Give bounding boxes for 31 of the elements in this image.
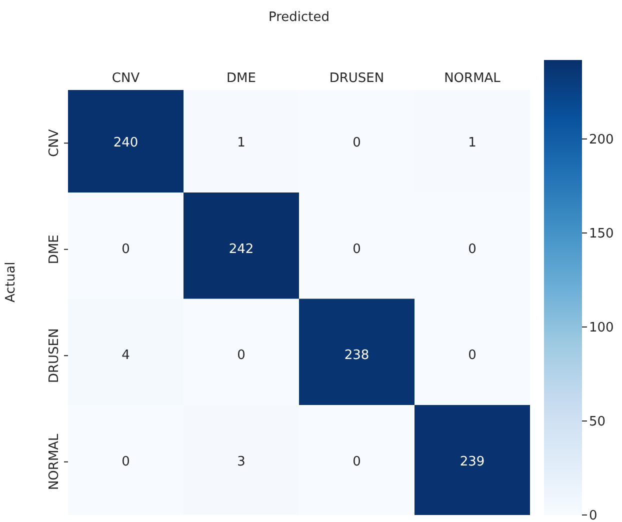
data-label: 3 <box>237 454 246 470</box>
y-tick-label: DRUSEN <box>47 328 62 383</box>
color-bar-label: 200 <box>589 132 614 148</box>
data-label: 239 <box>460 454 485 470</box>
y-tick-label: NORMAL <box>47 432 62 490</box>
y-tick-label: DME <box>47 234 62 264</box>
x-axis-title: Predicted <box>267 10 331 25</box>
data-label: 1 <box>237 136 246 151</box>
data-label: 0 <box>237 348 246 364</box>
color-bar-label: 150 <box>589 226 614 242</box>
y-tick-label: CNV <box>47 129 62 157</box>
x-tick-label: NORMAL <box>444 71 502 86</box>
color-bar-label: 50 <box>589 414 606 430</box>
data-label: 0 <box>352 454 361 470</box>
x-tick-label: DRUSEN <box>329 71 384 86</box>
data-label: 4 <box>122 348 130 364</box>
y-axis-title: Actual <box>4 262 19 302</box>
data-label: 238 <box>344 348 370 364</box>
data-label: 0 <box>122 454 130 470</box>
data-label: 0 <box>352 242 361 257</box>
data-label: 1 <box>468 136 476 151</box>
color-bar-label: 100 <box>589 320 614 336</box>
x-tick-label: CNV <box>112 71 140 86</box>
data-label: 0 <box>352 136 361 151</box>
color-bar-label: 0 <box>589 508 598 522</box>
data-label: 240 <box>113 136 138 151</box>
data-label: 0 <box>468 242 476 257</box>
data-label: 242 <box>228 242 254 257</box>
x-tick-label: DME <box>226 71 256 86</box>
data-label: 0 <box>122 242 130 257</box>
data-label: 0 <box>468 348 476 364</box>
